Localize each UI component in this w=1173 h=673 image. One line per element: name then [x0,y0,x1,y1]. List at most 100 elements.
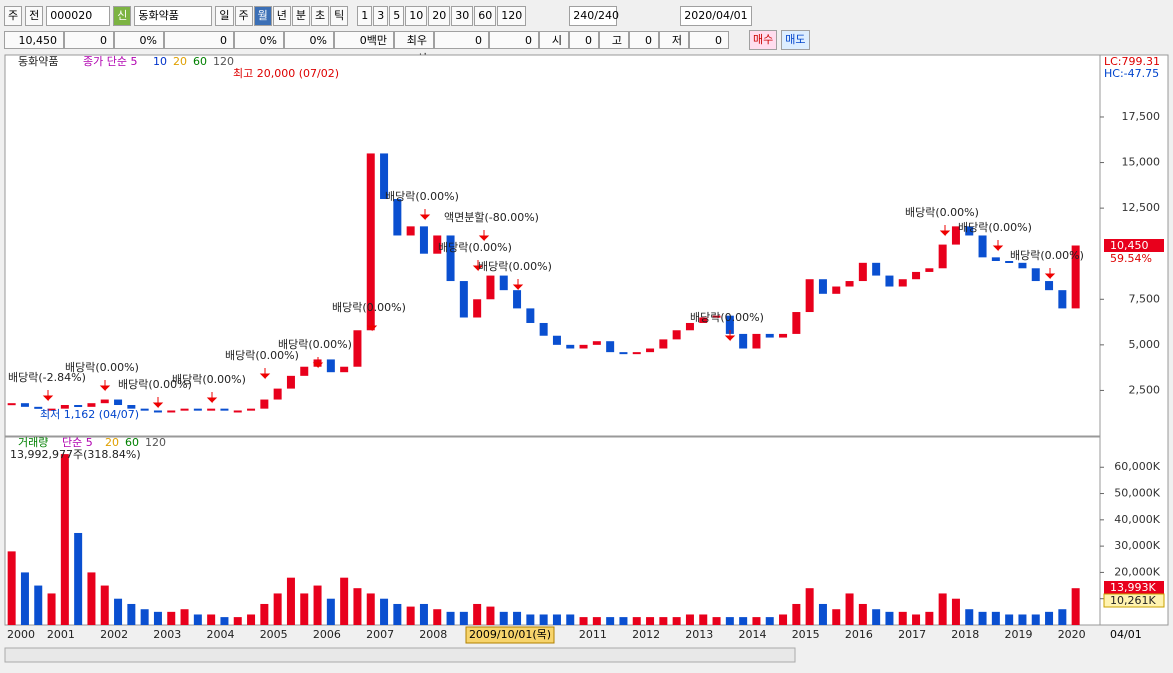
annotation: 배당락(0.00%) [65,361,139,374]
volume-bar [499,611,508,625]
volume-bar [552,614,561,625]
annotation: 배당락(0.00%) [690,311,764,324]
volume-bar [167,611,176,625]
minute-btn[interactable]: 120 [497,6,527,26]
candle [366,153,375,331]
x-tick-label: 2019 [1005,628,1033,641]
candle [725,315,734,334]
candle [499,275,508,291]
annotation-arrow [478,230,490,242]
corner-lc: LC:799.31 [1104,55,1160,68]
candle [220,408,229,411]
code-input[interactable]: 000020 [46,6,111,26]
candle [845,281,854,287]
date-input[interactable]: 2020/04/01 [680,6,753,26]
info-item: 0% [284,31,334,49]
x-tick-label: 2008 [419,628,447,641]
candle [619,352,628,355]
period-btn[interactable]: 일 [215,6,234,26]
x-tick-label: 2016 [845,628,873,641]
candle [47,408,56,411]
candle [74,405,83,408]
volume-bar [938,593,947,625]
volume-bar [965,609,974,625]
y-tick-label: 40,000K [1114,513,1160,526]
x-tick-label: 2000 [7,628,35,641]
minute-btn[interactable]: 20 [428,6,451,26]
vol-last-box [1104,581,1164,594]
x-tick-label: 2018 [951,628,979,641]
info-item: 0 [434,31,489,49]
volume-bar [912,614,921,625]
volume-bar [1045,611,1054,625]
sell-btn[interactable]: 매도 [781,30,810,50]
x-tick-label: 2001 [47,628,75,641]
volume-bar [858,603,867,625]
btn[interactable]: 주 [4,6,23,26]
candle [579,344,588,349]
candle [167,410,176,413]
annotation: 최고 20,000 (07/02) [233,67,339,80]
y-tick-label: 5,000 [1129,338,1161,351]
volume-bar [779,614,788,625]
x-tick-label: 2002 [100,628,128,641]
btn[interactable]: 전 [25,6,44,26]
x-tick-label: 2007 [366,628,394,641]
volume-bar [380,598,389,625]
volume-bar [1005,614,1014,625]
info-item: 0% [234,31,284,49]
period-btn[interactable]: 주 [234,6,253,26]
x-tick-label: 2020 [1058,628,1086,641]
cursor-label: 2009/10/01(목) [469,628,551,641]
period-btn[interactable]: 틱 [330,6,349,26]
annotation-arrow [42,390,54,402]
volume-bar [672,617,681,625]
volume-bar [486,606,495,625]
volume-bar [845,593,854,625]
candle [712,315,721,318]
vol-legend-period: 60 [125,436,139,449]
volume-bar [353,588,362,625]
candle [1071,245,1080,309]
candle [978,235,987,258]
volume-bar [592,617,601,625]
candle [353,330,362,367]
minute-btn[interactable]: 1 [357,6,373,26]
volume-bar [446,611,455,625]
volume-bar [193,614,202,625]
y-tick-label: 30,000K [1114,539,1160,552]
period-btn[interactable]: 분 [291,6,310,26]
candle [260,399,269,409]
annotation: 배당락(0.00%) [332,301,406,314]
minute-btn[interactable]: 30 [451,6,474,26]
x-end-label: 04/01 [1110,628,1142,641]
candle [779,333,788,338]
minute-btn[interactable]: 10 [405,6,428,26]
candle [207,408,216,411]
minute-btn[interactable]: 5 [389,6,405,26]
period-btn[interactable]: 월 [253,6,272,26]
candle [539,322,548,336]
volume-bar [60,454,69,625]
buy-btn[interactable]: 매수 [749,30,778,50]
volume-bar [1031,614,1040,625]
candle [1018,262,1027,269]
x-tick-label: 2012 [632,628,660,641]
vol-legend-period: 20 [105,436,119,449]
volume-bar [260,603,269,625]
last-pct: 59.54% [1110,252,1152,265]
minute-btn[interactable]: 3 [373,6,389,26]
minute-btn[interactable]: 60 [474,6,497,26]
volume-bar [632,617,641,625]
candle [87,403,96,407]
volume-bar [74,532,83,625]
volume-bar [739,617,748,625]
info-item: 0 [629,31,659,49]
annotation: 배당락(0.00%) [118,378,192,391]
period-btn[interactable]: 년 [272,6,291,26]
period-btn[interactable]: 초 [311,6,330,26]
volume-bar [818,603,827,625]
y-tick-label: 17,500 [1122,110,1161,123]
y-tick-label: 20,000K [1114,565,1160,578]
volume-bar [805,588,814,625]
